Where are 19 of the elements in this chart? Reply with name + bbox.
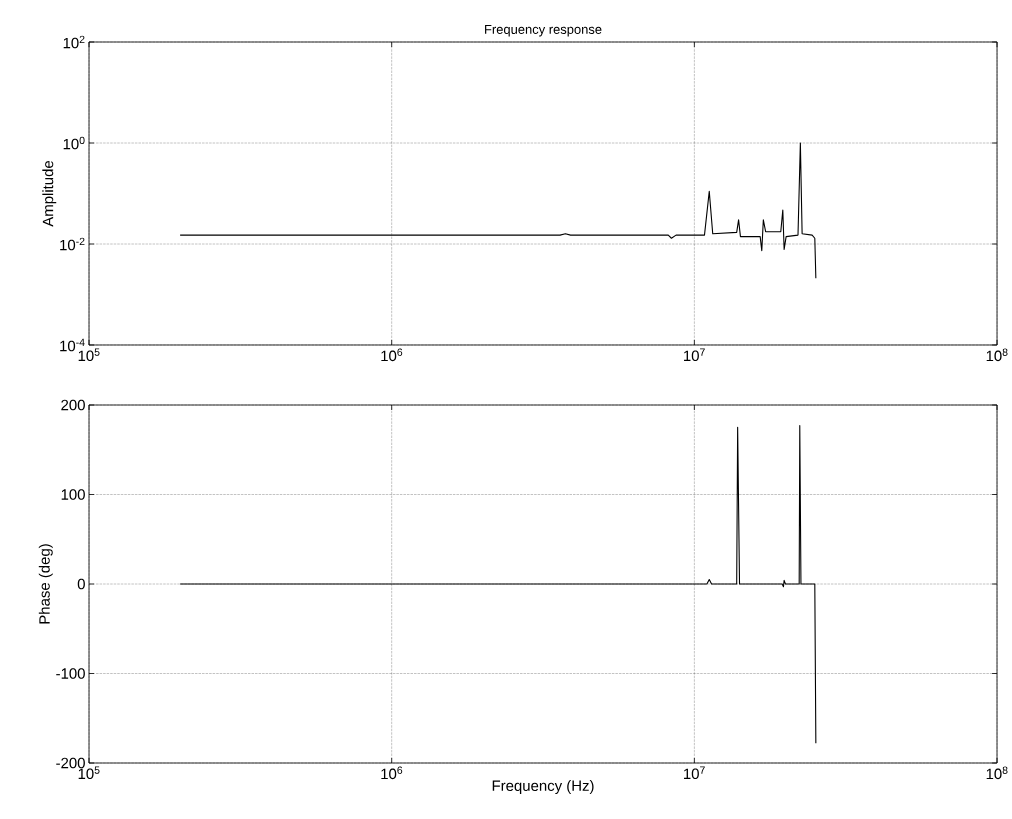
y-tick-label: -100: [56, 668, 85, 679]
x-tick-label: 10$^{8}$: [986, 766, 1008, 780]
y-tick-label: 100: [61, 489, 85, 500]
y-axis-title: Phase (deg): [38, 544, 53, 624]
y-tick-label: 200: [61, 399, 85, 411]
x-tick-label: 10$^{6}$: [381, 766, 403, 780]
x-tick-label: 10$^{7}$: [684, 348, 705, 362]
y-tick-label: 10$^{2}$: [63, 35, 85, 49]
chart-title: Frequency response: [485, 24, 602, 37]
y-tick-label: -200: [56, 757, 85, 769]
y-tick-label: 10$^{0}$: [63, 136, 85, 150]
x-tick-label: 10$^{7}$: [684, 766, 705, 780]
x-tick-label: 10$^{8}$: [986, 348, 1008, 362]
x-tick-label: 10$^{5}$: [78, 348, 100, 362]
y-tick-label: 10$^{-2}$: [60, 237, 85, 251]
y-axis-title: Amplitude: [42, 160, 57, 227]
x-tick-label: 10$^{6}$: [381, 348, 403, 362]
x-axis-title: Frequency (Hz): [492, 780, 594, 794]
y-tick-label: 0: [77, 578, 85, 590]
